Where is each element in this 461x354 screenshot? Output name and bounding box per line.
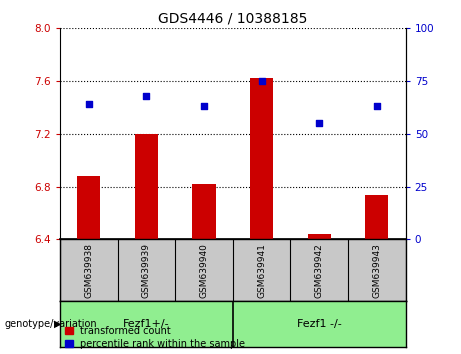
Bar: [365, 195, 388, 239]
Bar: [77, 176, 100, 239]
Legend: transformed count, percentile rank within the sample: transformed count, percentile rank withi…: [65, 326, 245, 349]
Text: GSM639939: GSM639939: [142, 243, 151, 298]
Bar: [193, 184, 216, 239]
Title: GDS4446 / 10388185: GDS4446 / 10388185: [158, 12, 307, 26]
Point: [373, 104, 381, 109]
Text: genotype/variation: genotype/variation: [5, 319, 97, 329]
Text: GSM639941: GSM639941: [257, 243, 266, 298]
Text: GSM639940: GSM639940: [200, 243, 208, 298]
Text: Fezf1+/-: Fezf1+/-: [123, 319, 170, 329]
Text: GSM639942: GSM639942: [315, 243, 324, 298]
Text: ▶: ▶: [54, 319, 61, 329]
Point: [200, 104, 207, 109]
Bar: [308, 234, 331, 239]
Point: [315, 120, 323, 126]
Text: GSM639938: GSM639938: [84, 243, 93, 298]
Point: [85, 102, 92, 107]
Point: [258, 78, 266, 84]
Point: [142, 93, 150, 99]
Text: GSM639943: GSM639943: [372, 243, 381, 298]
Bar: [135, 134, 158, 239]
Bar: [250, 79, 273, 239]
Text: Fezf1 -/-: Fezf1 -/-: [297, 319, 342, 329]
